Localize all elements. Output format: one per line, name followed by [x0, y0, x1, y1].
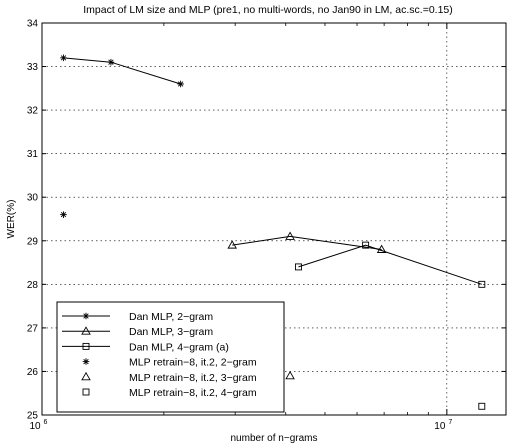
data-point — [107, 58, 115, 66]
series-5 — [285, 370, 295, 380]
asterisk-stroke — [83, 358, 89, 365]
y-tick-label: 28 — [27, 280, 39, 291]
data-point — [295, 263, 302, 271]
legend-label: MLP retrain−8, it.2, 2−gram — [129, 357, 257, 369]
legend-entry: Dan MLP, 2−gram — [62, 311, 213, 323]
data-point — [60, 211, 67, 218]
chart-title: Impact of LM size and MLP (pre1, no mult… — [83, 4, 453, 16]
asterisk-stroke — [60, 211, 67, 218]
series-3 — [295, 241, 486, 288]
legend-entry: MLP retrain−8, it.2, 3−gram — [81, 371, 257, 384]
legend-label: Dan MLP, 2−gram — [129, 311, 213, 323]
data-point — [478, 402, 486, 410]
asterisk-stroke — [83, 313, 89, 319]
series-line — [298, 244, 482, 285]
plot-frame — [41, 22, 507, 416]
series-1 — [60, 54, 184, 88]
series-6 — [478, 402, 486, 410]
series-line — [63, 57, 181, 85]
legend-entry: MLP retrain−8, it.2, 2−gram — [82, 357, 257, 369]
series-2 — [227, 231, 387, 253]
y-tick-label: 32 — [27, 106, 39, 117]
x-tick-exponent: 6 — [44, 419, 48, 426]
asterisk-stroke — [177, 81, 184, 87]
x-tick-label: 10 7 — [434, 419, 452, 432]
legend-label: MLP retrain−8, it.2, 3−gram — [129, 372, 257, 384]
legend-box — [56, 301, 285, 413]
y-axis-label: WER(%) — [6, 200, 17, 239]
data-point — [478, 280, 486, 288]
asterisk-stroke — [60, 55, 67, 61]
legend-entry: Dan MLP, 4−gram (a) — [62, 341, 229, 353]
asterisk-marker — [82, 312, 90, 320]
series-line — [232, 235, 382, 250]
legend: Dan MLP, 2−gram Dan MLP, 3−gram Dan MLP, 4… — [56, 301, 285, 413]
x-tick-label: 10 6 — [29, 419, 47, 432]
asterisk-stroke — [108, 59, 114, 65]
triangle-marker — [81, 326, 91, 335]
data-point — [362, 241, 370, 249]
y-tick-label: 27 — [27, 323, 39, 334]
data-point — [177, 80, 184, 88]
y-tick-label: 34 — [27, 19, 39, 30]
x-tick-exponent: 7 — [448, 419, 452, 426]
y-tick-label: 33 — [27, 62, 39, 73]
y-tick-label: 31 — [27, 149, 39, 160]
legend-label: MLP retrain−8, it.2, 4−gram — [129, 387, 257, 399]
square-marker — [82, 342, 90, 350]
x-tick-base: 10 — [29, 421, 41, 432]
x-tick-base: 10 — [434, 421, 446, 432]
legend-entry: Dan MLP, 3−gram — [62, 326, 213, 338]
series-layer — [60, 54, 486, 410]
x-axis-label: number of n−grams — [231, 433, 318, 444]
data-point — [227, 240, 237, 249]
y-tick-label: 25 — [27, 411, 39, 422]
data-point — [285, 370, 295, 380]
data-point — [285, 231, 295, 240]
y-tick-label: 30 — [27, 193, 39, 204]
asterisk-marker — [82, 358, 90, 365]
triangle-marker — [81, 371, 91, 381]
legend-label: Dan MLP, 3−gram — [129, 326, 213, 338]
square-marker — [82, 388, 90, 396]
legend-label: Dan MLP, 4−gram (a) — [129, 341, 229, 353]
data-point — [376, 244, 387, 253]
data-point — [60, 54, 67, 62]
y-tick-label: 29 — [27, 236, 39, 247]
legend-entry: MLP retrain−8, it.2, 4−gram — [82, 387, 257, 399]
series-4 — [60, 211, 67, 218]
y-tick-label: 26 — [27, 367, 39, 378]
